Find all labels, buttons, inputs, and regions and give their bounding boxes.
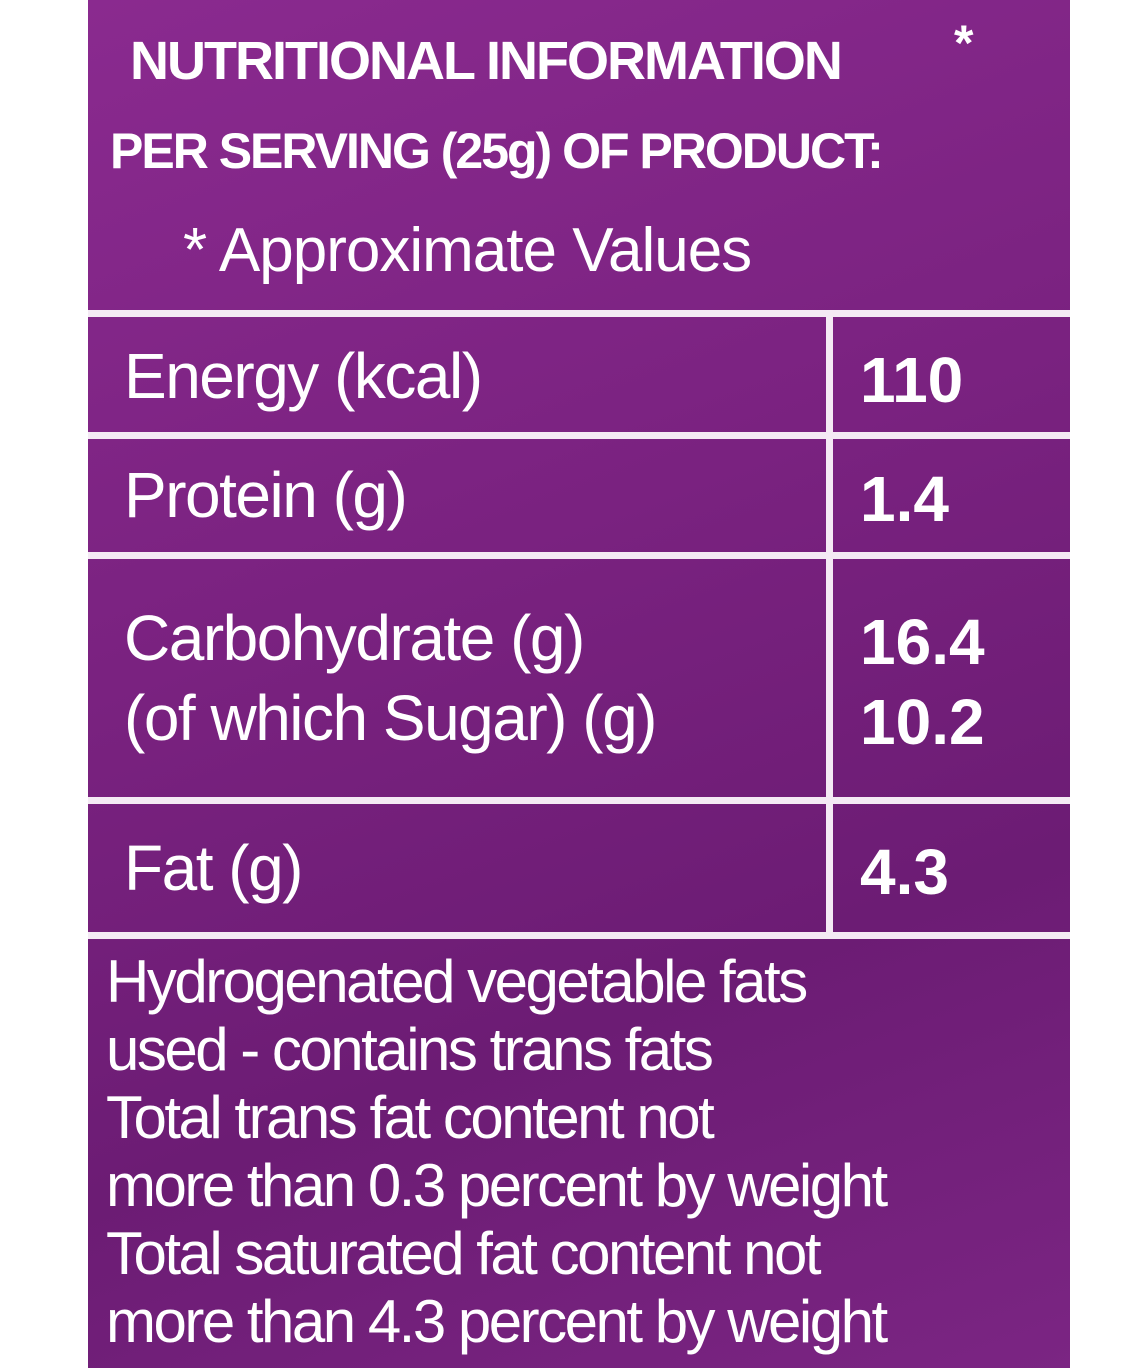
note: * Approximate Values [183,216,752,285]
title-mark: * [954,15,974,71]
row-value: 4.3 [860,835,949,908]
row-value: 16.4 [860,605,985,678]
row-rule [88,797,1070,804]
row-label: Carbohydrate (g) [124,601,585,674]
row-value: 10.2 [860,685,985,758]
footer-line: Total saturated fat content not [106,1220,822,1287]
nutrition-panel: NUTRITIONAL INFORMATION * PER SERVING (2… [88,0,1070,1368]
footer-line: more than 0.3 percent by weight [106,1152,888,1219]
footer-line: used - contains trans fats [106,1016,714,1083]
row-value: 1.4 [860,463,949,535]
footer-line: Hydrogenated vegetable fats [106,948,808,1015]
rule [88,310,1070,317]
footer-line: Total trans fat content not [106,1084,715,1151]
row-rule [88,432,1070,439]
row-label: Fat (g) [124,831,303,904]
row-rule [88,932,1070,939]
row-label: Energy (kcal) [124,340,483,412]
footer-line: more than 4.3 percent by weight [106,1288,888,1355]
row-label: (of which Sugar) (g) [124,681,657,754]
subtitle: PER SERVING (25g) OF PRODUCT: [110,123,884,179]
row-label: Protein (g) [124,459,408,531]
column-rule [826,317,833,935]
row-value: 110 [860,344,964,416]
title: NUTRITIONAL INFORMATION [130,31,843,91]
row-rule [88,552,1070,559]
